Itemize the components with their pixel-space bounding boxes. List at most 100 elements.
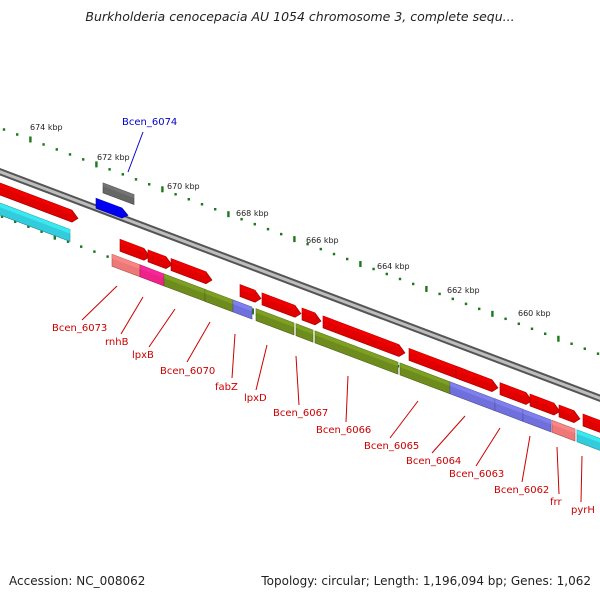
ruler-tick — [530, 327, 534, 331]
leader-line — [231, 333, 236, 379]
cds-feature — [0, 182, 79, 223]
backbone — [0, 168, 600, 402]
ruler-tick — [66, 240, 70, 243]
ruler-tick — [82, 158, 85, 161]
leader-line — [120, 296, 144, 335]
summary-text: Topology: circular; Length: 1,196,094 bp… — [261, 574, 591, 588]
ruler-tick — [583, 347, 586, 350]
gene-feature-bcen-6070 — [204, 288, 234, 313]
ruler-tick — [2, 128, 6, 131]
ruler-tick — [253, 222, 256, 226]
ruler-tick — [570, 342, 573, 345]
cds-feature — [322, 315, 406, 357]
ruler-tick — [0, 215, 4, 219]
gene-label: Bcen_6074 — [122, 117, 177, 128]
ruler-tick — [55, 148, 58, 151]
gene-feature-bcen-6066 — [314, 330, 399, 375]
cds-feature — [582, 413, 600, 433]
gene-label: Bcen_6066 — [316, 425, 371, 436]
leader-line — [556, 446, 560, 495]
gene-label: Bcen_6070 — [160, 366, 215, 377]
cds-feature — [455, 365, 499, 393]
leader-line — [521, 435, 531, 483]
gene-label: Bcen_6062 — [494, 485, 549, 496]
cds-feature — [558, 404, 581, 423]
ruler-tick — [53, 233, 56, 240]
ruler-tick — [108, 168, 111, 171]
leader-line — [295, 355, 300, 406]
ruler-tick — [95, 161, 98, 168]
gene-feature-bcen-6074 — [95, 197, 129, 219]
gene-feature-bcen-6063 — [494, 398, 524, 422]
ruler-label: 660 kbp — [518, 309, 551, 318]
ruler-label: 662 kbp — [447, 286, 480, 295]
leader-line — [580, 455, 583, 503]
leader-line — [148, 308, 176, 348]
leader-line — [345, 375, 349, 423]
gene-label: lpxB — [132, 350, 154, 361]
ruler-tick — [134, 178, 138, 181]
ruler-tick — [478, 307, 481, 311]
ruler-tick — [40, 230, 43, 233]
cds-feature — [499, 382, 533, 405]
ruler-tick — [68, 153, 72, 156]
cds-feature — [301, 307, 322, 326]
ruler-tick — [359, 261, 362, 268]
ruler-tick — [412, 282, 415, 286]
gene-feature-bcen-6067 — [295, 323, 314, 343]
cds-feature — [529, 393, 561, 416]
cds-feature — [119, 238, 151, 261]
ruler-label: 668 kbp — [236, 209, 269, 218]
ruler-tick — [187, 198, 190, 201]
gene-feature-bcen-6062 — [522, 408, 552, 433]
ruler-tick — [174, 193, 177, 196]
ruler-tick — [14, 220, 17, 223]
ruler-tick — [29, 136, 32, 143]
ruler-tick — [372, 267, 375, 271]
leader-line — [127, 131, 144, 173]
gene-label: Bcen_6067 — [273, 408, 328, 419]
gene-label: fabZ — [215, 382, 238, 393]
cds-feature — [239, 284, 262, 303]
ruler-tick — [200, 202, 204, 206]
cds-feature — [170, 258, 213, 285]
gene-label: lpxD — [244, 393, 267, 404]
gene-label: Bcen_6064 — [406, 456, 461, 467]
ruler-tick — [346, 257, 349, 261]
leader-line — [431, 415, 466, 454]
feature-track — [0, 182, 600, 451]
ruler-tick — [398, 277, 402, 281]
ruler-tick — [93, 250, 96, 253]
ruler-label: 672 kbp — [97, 153, 130, 162]
ruler-tick — [517, 322, 520, 326]
ruler-tick — [266, 227, 270, 231]
ruler-tick — [27, 225, 30, 228]
ruler-tick — [425, 285, 428, 292]
ruler-tick — [42, 143, 45, 146]
leader-line — [255, 344, 268, 391]
gene-feature-pyrh — [576, 429, 600, 451]
gene-label: rnhB — [105, 337, 129, 348]
ruler-tick — [121, 173, 124, 176]
ruler-tick — [451, 297, 454, 301]
ruler-tick — [504, 317, 507, 321]
gene-feature-gray — [102, 182, 135, 206]
leader-line — [389, 400, 419, 439]
ruler-tick — [251, 308, 254, 315]
ruler-tick — [106, 255, 109, 258]
accession-text: Accession: NC_008062 — [9, 574, 146, 588]
ruler-tick — [16, 133, 19, 136]
gene-feature-fabz — [232, 299, 253, 320]
ruler-tick — [438, 292, 441, 296]
gene-label: frr — [550, 497, 562, 508]
gene-feature-bcen-6073 — [111, 253, 141, 278]
ruler-tick — [385, 272, 388, 276]
ruler-tick — [332, 252, 336, 256]
ruler-tick — [227, 211, 230, 218]
ruler-tick — [214, 207, 217, 211]
cds-feature — [0, 202, 71, 242]
gene-feature-rnhb — [139, 264, 165, 287]
ruler-tick — [491, 310, 494, 317]
gene-feature-frr — [551, 419, 576, 442]
